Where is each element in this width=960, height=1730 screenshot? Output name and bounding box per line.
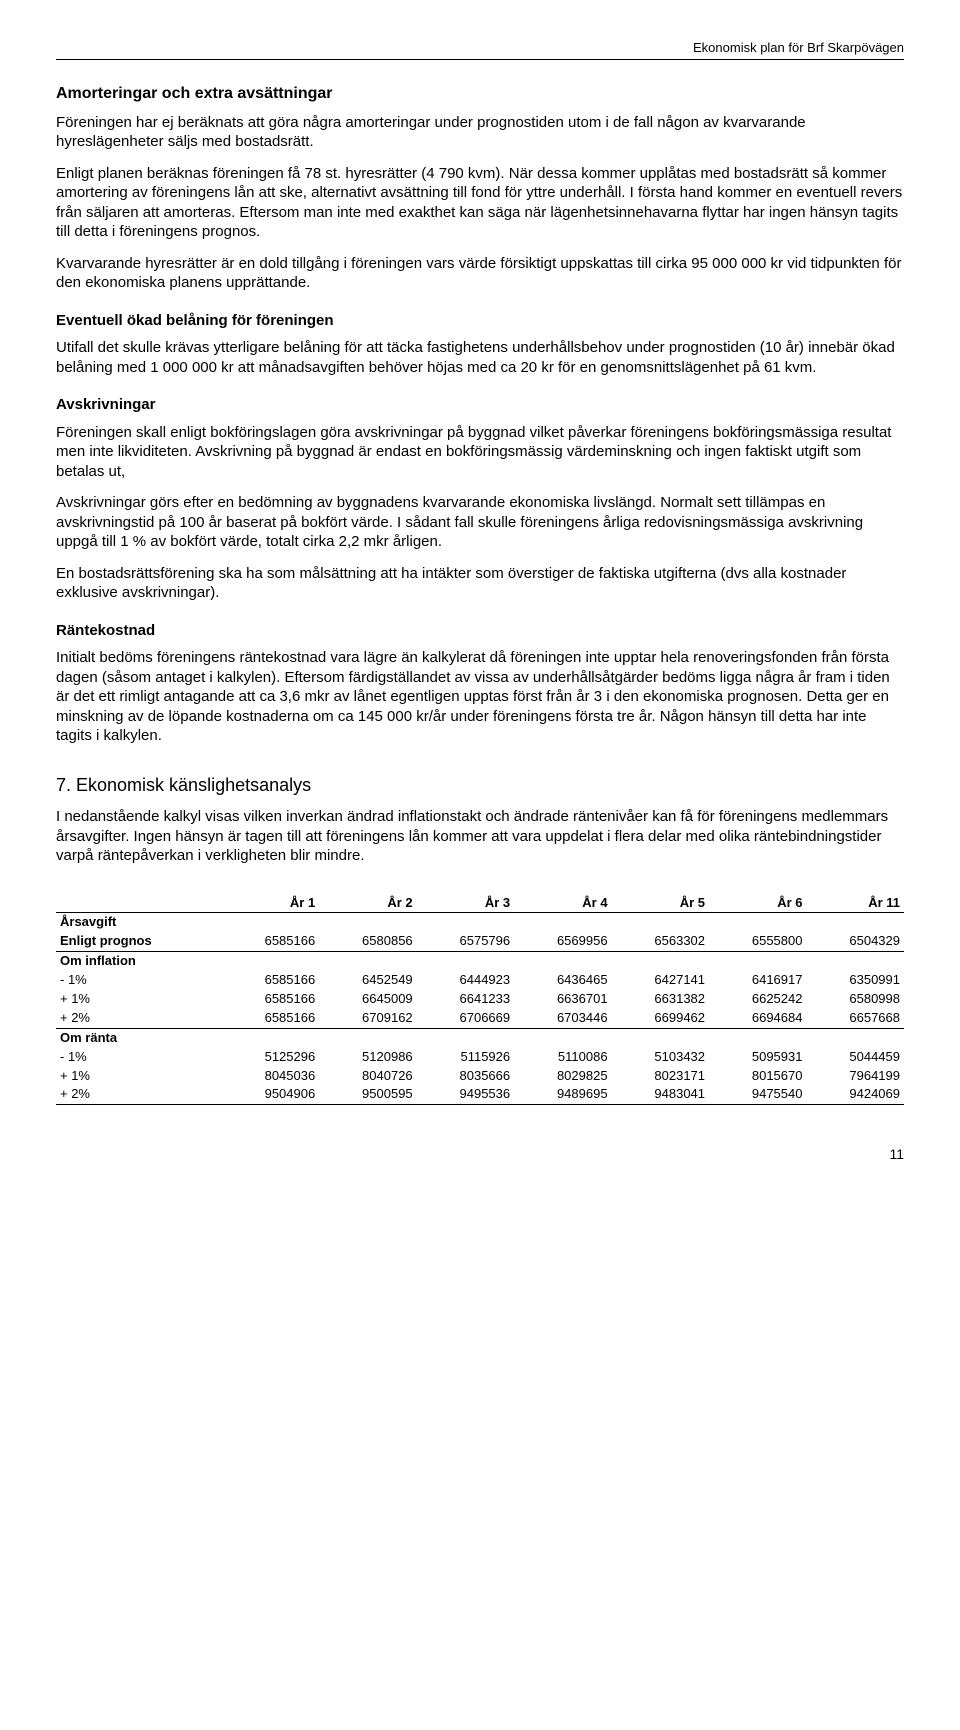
table-cell: 9495536	[417, 1085, 514, 1104]
table-cell: Om ränta	[56, 1028, 904, 1047]
table-cell: 6703446	[514, 1009, 611, 1028]
table-cell: 6709162	[319, 1009, 416, 1028]
table-group-label: Om inflation	[56, 952, 904, 971]
table-cell: 6416917	[709, 971, 806, 990]
table-cell: 5120986	[319, 1048, 416, 1067]
table-cell: 5095931	[709, 1048, 806, 1067]
table-header: År 6	[709, 894, 806, 913]
table-cell: 6575796	[417, 932, 514, 951]
table-row: + 1% 6585166 6645009 6641233 6636701 663…	[56, 990, 904, 1009]
table-row: + 1% 8045036 8040726 8035666 8029825 802…	[56, 1067, 904, 1086]
table-cell: 5115926	[417, 1048, 514, 1067]
table-cell: 9483041	[612, 1085, 709, 1104]
table-cell: 8029825	[514, 1067, 611, 1086]
paragraph: Kvarvarande hyresrätter är en dold tillg…	[56, 254, 904, 293]
page-header-right: Ekonomisk plan för Brf Skarpövägen	[56, 40, 904, 57]
table-header: År 3	[417, 894, 514, 913]
heading-belaning: Eventuell ökad belåning för föreningen	[56, 311, 904, 331]
table-cell: 9424069	[806, 1085, 904, 1104]
table-cell: 6694684	[709, 1009, 806, 1028]
table-header: År 1	[222, 894, 319, 913]
table-cell: 6427141	[612, 971, 709, 990]
table-cell: 6569956	[514, 932, 611, 951]
paragraph: Föreningen har ej beräknats att göra någ…	[56, 113, 904, 152]
table-cell: 9500595	[319, 1085, 416, 1104]
table-cell: 8045036	[222, 1067, 319, 1086]
table-cell: 6444923	[417, 971, 514, 990]
table-cell: 5125296	[222, 1048, 319, 1067]
table-cell: 8015670	[709, 1067, 806, 1086]
table-group-label: Årsavgift	[56, 913, 904, 932]
table-cell: + 1%	[56, 1067, 222, 1086]
table-cell: 7964199	[806, 1067, 904, 1086]
heading-section-7: 7. Ekonomisk känslighetsanalys	[56, 774, 904, 797]
table-group-label: Om ränta	[56, 1028, 904, 1047]
table-cell: 5103432	[612, 1048, 709, 1067]
table-cell: 6580856	[319, 932, 416, 951]
header-rule	[56, 59, 904, 60]
table-cell: 6504329	[806, 932, 904, 951]
table-cell: Enligt prognos	[56, 932, 222, 951]
paragraph: Avskrivningar görs efter en bedömning av…	[56, 493, 904, 552]
sensitivity-table: År 1 År 2 År 3 År 4 År 5 År 6 År 11 Årsa…	[56, 894, 904, 1106]
table-cell: 6555800	[709, 932, 806, 951]
paragraph: I nedanstående kalkyl visas vilken inver…	[56, 807, 904, 866]
heading-amorteringar: Amorteringar och extra avsättningar	[56, 84, 904, 105]
table-cell: + 2%	[56, 1009, 222, 1028]
table-row: + 2% 9504906 9500595 9495536 9489695 948…	[56, 1085, 904, 1104]
table-cell: 6645009	[319, 990, 416, 1009]
table-cell: 8040726	[319, 1067, 416, 1086]
table-cell: 6585166	[222, 990, 319, 1009]
table-header	[56, 894, 222, 913]
table-cell: 8023171	[612, 1067, 709, 1086]
table-cell: 6631382	[612, 990, 709, 1009]
table-cell: 9489695	[514, 1085, 611, 1104]
table-row: - 1% 5125296 5120986 5115926 5110086 510…	[56, 1048, 904, 1067]
table-cell: 6580998	[806, 990, 904, 1009]
table-cell: + 1%	[56, 990, 222, 1009]
table-header: År 4	[514, 894, 611, 913]
table-header: År 11	[806, 894, 904, 913]
table-cell: 6636701	[514, 990, 611, 1009]
table-cell: 8035666	[417, 1067, 514, 1086]
table-cell: 6625242	[709, 990, 806, 1009]
table-cell: 6585166	[222, 971, 319, 990]
table-header-row: År 1 År 2 År 3 År 4 År 5 År 6 År 11	[56, 894, 904, 913]
table-cell: 6563302	[612, 932, 709, 951]
table-cell: - 1%	[56, 1048, 222, 1067]
heading-avskrivningar: Avskrivningar	[56, 395, 904, 415]
table-cell: 6436465	[514, 971, 611, 990]
heading-rantekostnad: Räntekostnad	[56, 621, 904, 641]
table-cell: - 1%	[56, 971, 222, 990]
table-cell: 6706669	[417, 1009, 514, 1028]
table-cell: 6452549	[319, 971, 416, 990]
paragraph: Initialt bedöms föreningens räntekostnad…	[56, 648, 904, 746]
table-cell: 6585166	[222, 1009, 319, 1028]
paragraph: Föreningen skall enligt bokföringslagen …	[56, 423, 904, 482]
table-row: - 1% 6585166 6452549 6444923 6436465 642…	[56, 971, 904, 990]
table-row: + 2% 6585166 6709162 6706669 6703446 669…	[56, 1009, 904, 1028]
paragraph: Enligt planen beräknas föreningen få 78 …	[56, 164, 904, 242]
table-cell: 6641233	[417, 990, 514, 1009]
table-cell: 6657668	[806, 1009, 904, 1028]
table-cell: Årsavgift	[56, 913, 904, 932]
paragraph: Utifall det skulle krävas ytterligare be…	[56, 338, 904, 377]
paragraph: En bostadsrättsförening ska ha som målsä…	[56, 564, 904, 603]
table-header: År 2	[319, 894, 416, 913]
page-number: 11	[56, 1145, 904, 1163]
table-cell: 6585166	[222, 932, 319, 951]
table-cell: 5110086	[514, 1048, 611, 1067]
table-cell: 6699462	[612, 1009, 709, 1028]
table-row: Enligt prognos 6585166 6580856 6575796 6…	[56, 932, 904, 951]
table-cell: + 2%	[56, 1085, 222, 1104]
table-cell: 5044459	[806, 1048, 904, 1067]
table-cell: 9504906	[222, 1085, 319, 1104]
table-cell: 6350991	[806, 971, 904, 990]
table-header: År 5	[612, 894, 709, 913]
table-cell: Om inflation	[56, 952, 904, 971]
table-cell: 9475540	[709, 1085, 806, 1104]
